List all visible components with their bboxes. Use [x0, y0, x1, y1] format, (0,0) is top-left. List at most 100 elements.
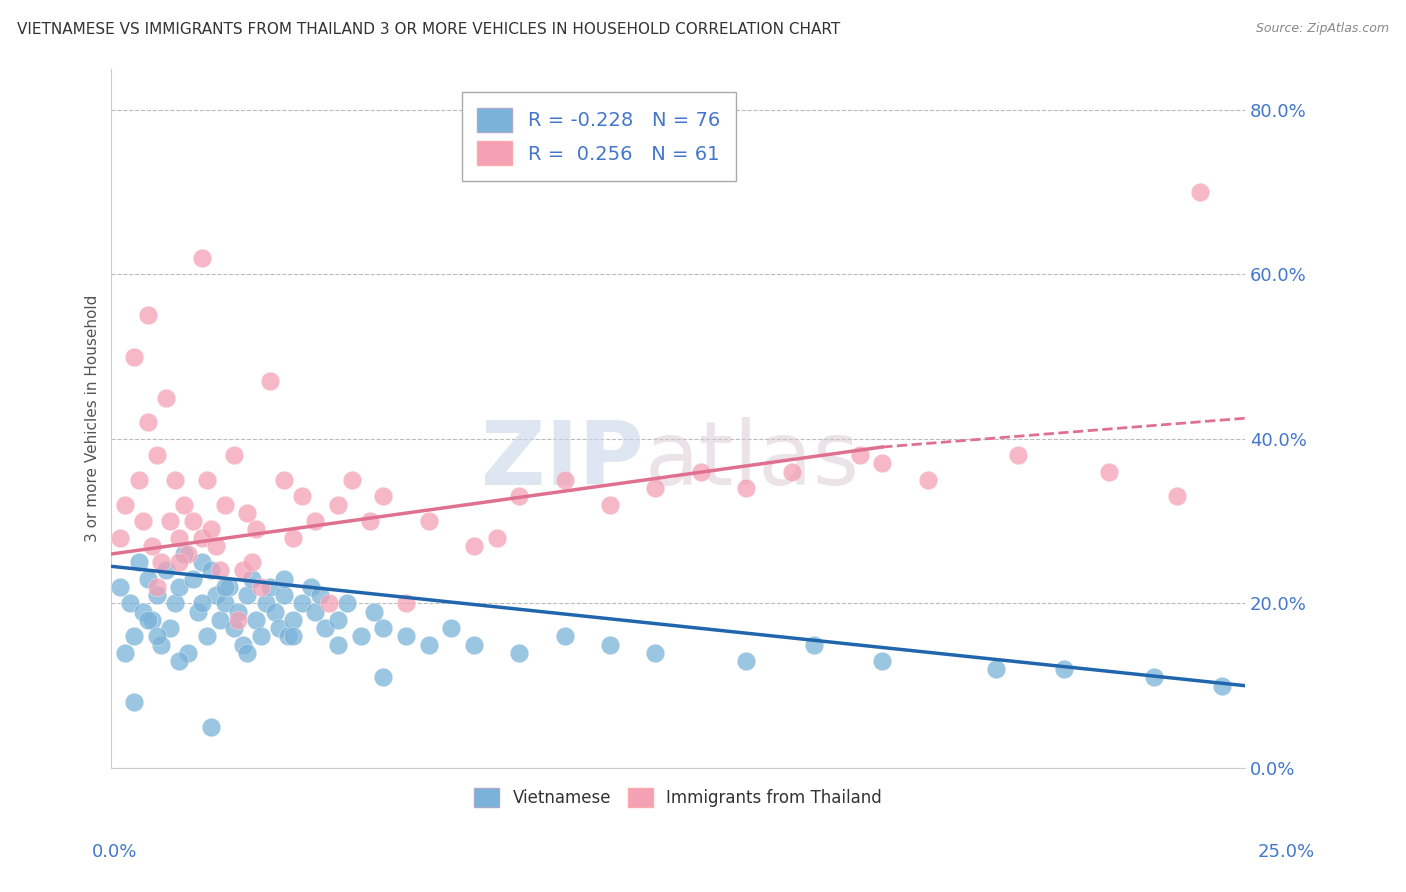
Point	[195, 473, 218, 487]
Point	[214, 596, 236, 610]
Point	[114, 646, 136, 660]
Point	[870, 457, 893, 471]
Point	[803, 638, 825, 652]
Point	[735, 654, 758, 668]
Point	[128, 473, 150, 487]
Point	[273, 588, 295, 602]
Point	[463, 539, 485, 553]
Point	[159, 514, 181, 528]
Point	[209, 564, 232, 578]
Point	[240, 572, 263, 586]
Point	[150, 555, 173, 569]
Y-axis label: 3 or more Vehicles in Household: 3 or more Vehicles in Household	[86, 294, 100, 542]
Point	[163, 473, 186, 487]
Point	[1143, 670, 1166, 684]
Point	[132, 605, 155, 619]
Point	[114, 498, 136, 512]
Point	[1211, 679, 1233, 693]
Point	[984, 662, 1007, 676]
Point	[209, 613, 232, 627]
Point	[508, 490, 530, 504]
Point	[173, 547, 195, 561]
Point	[350, 629, 373, 643]
Point	[245, 522, 267, 536]
Point	[181, 572, 204, 586]
Point	[599, 498, 621, 512]
Point	[418, 638, 440, 652]
Point	[263, 605, 285, 619]
Point	[326, 638, 349, 652]
Point	[122, 350, 145, 364]
Point	[136, 415, 159, 429]
Point	[191, 531, 214, 545]
Point	[1166, 490, 1188, 504]
Point	[187, 605, 209, 619]
Text: atlas: atlas	[644, 417, 859, 504]
Point	[150, 638, 173, 652]
Point	[195, 629, 218, 643]
Point	[122, 695, 145, 709]
Point	[169, 531, 191, 545]
Point	[848, 448, 870, 462]
Point	[917, 473, 939, 487]
Point	[273, 473, 295, 487]
Point	[281, 629, 304, 643]
Point	[250, 580, 273, 594]
Point	[155, 564, 177, 578]
Point	[181, 514, 204, 528]
Point	[418, 514, 440, 528]
Point	[169, 555, 191, 569]
Point	[291, 596, 314, 610]
Point	[644, 481, 666, 495]
Point	[169, 580, 191, 594]
Text: 25.0%: 25.0%	[1257, 843, 1315, 861]
Point	[236, 646, 259, 660]
Point	[110, 531, 132, 545]
Point	[122, 629, 145, 643]
Point	[177, 547, 200, 561]
Point	[299, 580, 322, 594]
Point	[273, 572, 295, 586]
Point	[145, 629, 167, 643]
Point	[240, 555, 263, 569]
Point	[236, 588, 259, 602]
Point	[141, 613, 163, 627]
Point	[326, 498, 349, 512]
Point	[136, 572, 159, 586]
Point	[269, 621, 291, 635]
Point	[128, 555, 150, 569]
Point	[191, 596, 214, 610]
Text: Source: ZipAtlas.com: Source: ZipAtlas.com	[1256, 22, 1389, 36]
Point	[228, 605, 250, 619]
Point	[254, 596, 277, 610]
Point	[363, 605, 385, 619]
Point	[191, 251, 214, 265]
Point	[232, 564, 254, 578]
Point	[169, 654, 191, 668]
Point	[870, 654, 893, 668]
Point	[141, 539, 163, 553]
Point	[118, 596, 141, 610]
Text: VIETNAMESE VS IMMIGRANTS FROM THAILAND 3 OR MORE VEHICLES IN HOUSEHOLD CORRELATI: VIETNAMESE VS IMMIGRANTS FROM THAILAND 3…	[17, 22, 841, 37]
Point	[395, 596, 418, 610]
Point	[373, 490, 395, 504]
Point	[228, 613, 250, 627]
Point	[1007, 448, 1029, 462]
Point	[136, 309, 159, 323]
Point	[145, 448, 167, 462]
Point	[780, 465, 803, 479]
Point	[554, 473, 576, 487]
Point	[173, 498, 195, 512]
Point	[281, 613, 304, 627]
Point	[508, 646, 530, 660]
Point	[236, 506, 259, 520]
Text: ZIP: ZIP	[481, 417, 644, 504]
Point	[340, 473, 363, 487]
Point	[485, 531, 508, 545]
Point	[145, 588, 167, 602]
Point	[200, 564, 222, 578]
Point	[326, 613, 349, 627]
Point	[314, 621, 336, 635]
Point	[218, 580, 240, 594]
Point	[291, 490, 314, 504]
